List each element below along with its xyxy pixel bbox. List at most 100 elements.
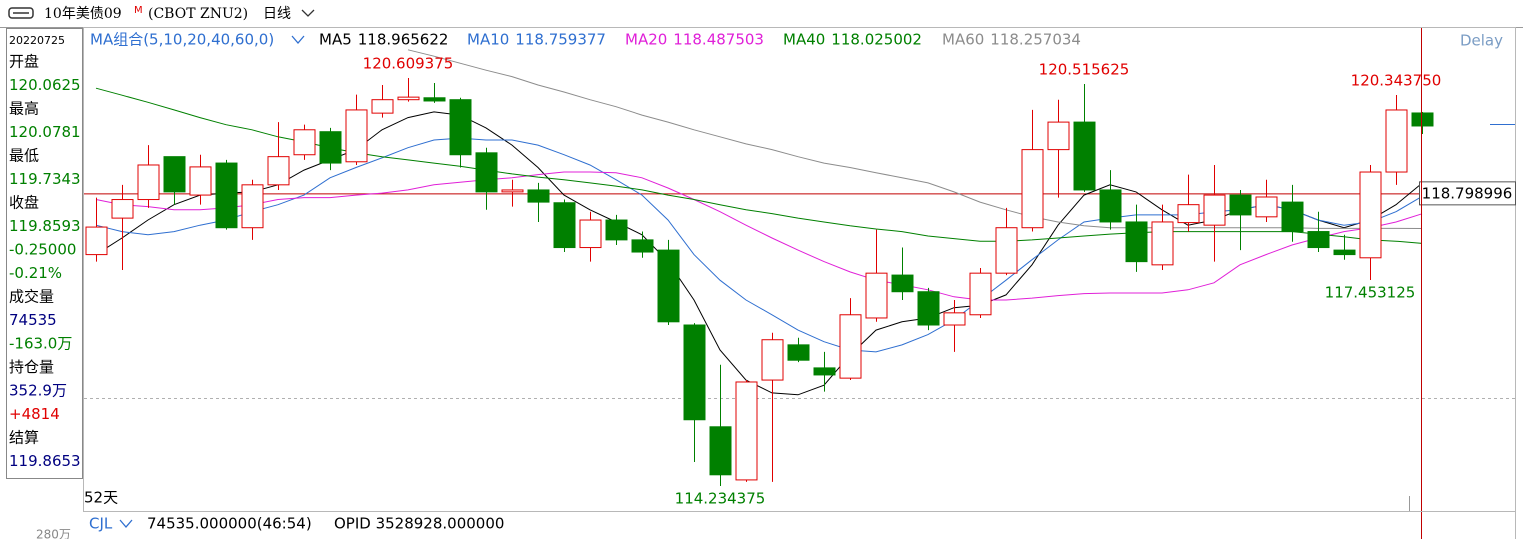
legend-value: 118.487503: [673, 31, 764, 49]
plot: 120.609375 120.515625 120.343750 114.234375…: [84, 49, 1516, 508]
info-row: -0.21%: [9, 264, 62, 282]
ma-group-caret[interactable]: [291, 35, 305, 44]
indicator[interactable]: CJL: [89, 515, 113, 533]
candle-body: [553, 202, 576, 249]
candle-body: [839, 314, 862, 379]
candle-body: [371, 99, 394, 114]
info-row: 74535: [9, 311, 57, 329]
candle-body: [1177, 204, 1200, 224]
legend-name: MA60: [942, 31, 984, 49]
ma-line: [95, 111, 1423, 396]
ma-group[interactable]: MA组合(5,10,20,40,60,0): [90, 31, 274, 49]
info-row: -0.25000: [9, 241, 76, 259]
candle-body: [85, 226, 108, 256]
candle-body: [1073, 121, 1096, 191]
indicator-caret[interactable]: [119, 519, 133, 528]
low-label: 117.453125: [1325, 284, 1416, 302]
toolbar: 10年美债09 M (CBOT ZNU2) 日线: [8, 5, 315, 22]
volume-scale: 280万: [36, 528, 71, 539]
candle-body: [761, 339, 784, 381]
info-rows: 开盘 120.0625 最高 120.0781 最低 119.7343 收盘 119.8593…: [9, 53, 81, 471]
candle-body: [189, 166, 212, 196]
candle-body: [345, 109, 368, 163]
candle-body: [917, 291, 940, 326]
candle-body: [137, 164, 160, 201]
candle-body: [111, 199, 134, 219]
period-caret[interactable]: [301, 9, 315, 17]
ma-line: [95, 87, 1423, 244]
candle-body: [709, 426, 732, 476]
instrument-title[interactable]: 10年美债09: [44, 6, 122, 22]
ma-line: [95, 137, 1423, 353]
candle-body: [449, 99, 472, 156]
ma-line: [407, 49, 1423, 229]
info-row: 120.0781: [9, 123, 81, 141]
info-row: 119.8593: [9, 217, 81, 235]
info-panel: [6, 28, 83, 479]
candle-body: [995, 227, 1018, 274]
candle-body: [267, 156, 290, 186]
candle-body: [319, 131, 342, 164]
candle-body: [683, 324, 706, 421]
candle-body: [475, 152, 498, 193]
candle-body: [1203, 194, 1226, 226]
candle-body: [1281, 201, 1304, 233]
symbol: (CBOT ZNU2): [148, 6, 248, 22]
info-row: 结算: [9, 429, 39, 447]
days-label: 52天: [84, 489, 118, 507]
candle-body: [215, 162, 238, 229]
candle-body: [969, 272, 992, 316]
info-row: 119.8653: [9, 452, 81, 470]
candle-body: [1099, 189, 1122, 223]
candle-body: [1125, 221, 1148, 263]
low-label: 114.234375: [675, 490, 766, 508]
info-row: -163.0万: [9, 335, 72, 353]
candle-body: [1255, 196, 1278, 218]
legend-value: 118.965622: [358, 31, 449, 49]
badge: M: [134, 5, 143, 16]
indicator-values: 74535.000000(46:54): [147, 515, 312, 533]
info-row: +4814: [9, 405, 60, 423]
candle-body: [527, 189, 550, 203]
link-icon[interactable]: [8, 7, 34, 19]
candle-body: [241, 184, 264, 229]
info-row: 收盘: [9, 194, 39, 212]
legend: MA组合(5,10,20,40,60,0) MA5 118.965622 MA10 1…: [90, 31, 1081, 49]
info-row: 最高: [9, 100, 39, 118]
period[interactable]: 日线: [263, 6, 291, 22]
candle-body: [891, 274, 914, 293]
info-date: 20220725: [9, 34, 65, 47]
legend-name: MA5: [319, 31, 352, 49]
legend-name: MA20: [625, 31, 667, 49]
info-row: 352.9万: [9, 382, 67, 400]
candle-body: [579, 219, 602, 249]
candle-body: [1047, 121, 1070, 151]
opid: OPID 3528928.000000: [334, 515, 504, 533]
price-label-box: [1419, 181, 1516, 206]
candle-body: [423, 97, 446, 102]
high-label: 120.343750: [1351, 71, 1442, 89]
legend-value: 118.759377: [515, 31, 606, 49]
candle-body: [631, 239, 654, 253]
legend-value: 118.025002: [831, 31, 922, 49]
candle-body: [1411, 112, 1434, 127]
candle-body: [501, 189, 524, 193]
info-row: 120.0625: [9, 76, 81, 94]
candle-body: [293, 129, 316, 156]
candle-body: [1385, 109, 1408, 173]
candle-body: [605, 219, 628, 241]
legend-name: MA10: [467, 31, 509, 49]
candle-body: [163, 156, 186, 193]
candle-body: [1021, 149, 1044, 229]
candle-body: [1359, 171, 1382, 259]
candle-body: [787, 344, 810, 361]
info-row: 119.7343: [9, 170, 81, 188]
candle-body: [1229, 194, 1252, 216]
candle-body: [735, 381, 758, 481]
candle-body: [397, 96, 420, 101]
legend-name: MA40: [783, 31, 825, 49]
high-label: 120.609375: [363, 54, 454, 72]
candle-body: [813, 367, 836, 376]
